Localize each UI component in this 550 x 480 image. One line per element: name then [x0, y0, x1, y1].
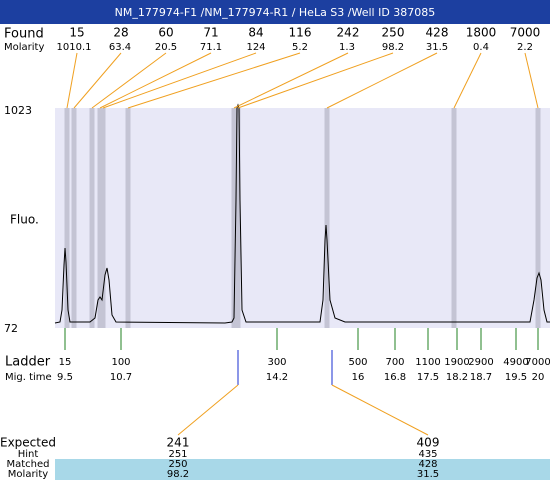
matched-highlight	[55, 459, 550, 480]
mig-time: 18.7	[470, 372, 492, 383]
found-size: 28	[113, 26, 128, 40]
molarity-value: 20.5	[155, 42, 177, 53]
molarity-label: Molarity	[4, 42, 44, 53]
result-value: 241	[167, 436, 190, 450]
connector	[91, 52, 167, 109]
molarity-value: 5.2	[292, 42, 308, 53]
connector	[453, 52, 482, 109]
fluorescence-trace	[54, 103, 550, 324]
peak-band	[231, 108, 237, 328]
peak-band	[89, 108, 95, 328]
result-value: 31.5	[417, 469, 439, 480]
ladder-size: 1900	[444, 357, 469, 368]
peak-band	[100, 108, 106, 328]
mig-time: 20	[532, 372, 545, 383]
ladder-size: 100	[111, 357, 130, 368]
ladder-size: 7000	[525, 357, 550, 368]
mig-time: 10.7	[110, 372, 132, 383]
connector	[66, 52, 78, 109]
ladder-size: 2900	[468, 357, 493, 368]
molarity-value: 98.2	[382, 42, 404, 53]
peak-band	[451, 108, 457, 328]
found-size: 60	[158, 26, 173, 40]
molarity-value: 71.1	[200, 42, 222, 53]
ladder-size: 300	[267, 357, 286, 368]
header-title: NM_177974-F1 /NM_177974-R1 / HeLa S3 /We…	[115, 6, 436, 19]
connector	[233, 52, 349, 109]
molarity-value: 31.5	[426, 42, 448, 53]
found-size: 71	[203, 26, 218, 40]
header-bar	[0, 0, 550, 24]
peak-band	[535, 108, 541, 328]
ladder-label: Ladder	[5, 355, 51, 370]
row-label: Hint	[18, 449, 39, 460]
connector	[127, 52, 301, 109]
connector	[177, 384, 239, 436]
peak-bands	[64, 108, 541, 328]
peak-band	[235, 108, 241, 328]
peak-band	[324, 108, 330, 328]
row-label: Expected	[0, 436, 56, 450]
found-size: 84	[248, 26, 263, 40]
row-label: Molarity	[8, 469, 48, 480]
ladder-size: 500	[348, 357, 367, 368]
mig-time: 16	[352, 372, 365, 383]
found-size: 15	[69, 26, 84, 40]
mig-time: 19.5	[505, 372, 527, 383]
mig-time: 14.2	[266, 372, 288, 383]
result-value: 250	[168, 459, 187, 470]
result-value: 98.2	[167, 469, 189, 480]
connector	[237, 52, 394, 109]
found-size: 428	[426, 26, 449, 40]
ladder-size: 700	[385, 357, 404, 368]
result-value: 409	[417, 436, 440, 450]
mig-time: 17.5	[417, 372, 439, 383]
peak-band	[97, 108, 103, 328]
molarity-value: 1.3	[339, 42, 355, 53]
found-size: 116	[289, 26, 312, 40]
peak-band	[71, 108, 77, 328]
found-size: 242	[337, 26, 360, 40]
molarity-value: 2.2	[517, 42, 533, 53]
found-size: 1800	[466, 26, 497, 40]
plot-area	[55, 108, 550, 328]
mig-time: 16.8	[384, 372, 406, 383]
connector	[326, 52, 438, 109]
connector	[524, 52, 539, 109]
connector	[331, 384, 429, 436]
molarity-value: 124	[246, 42, 265, 53]
y-bottom-label: 72	[4, 322, 18, 335]
result-value: 428	[418, 459, 437, 470]
peak-band	[64, 108, 70, 328]
result-value: 435	[418, 449, 437, 460]
y-top-label: 1023	[4, 104, 32, 117]
found-size: 250	[382, 26, 405, 40]
row-label: Matched	[6, 459, 49, 470]
mig-time: 9.5	[57, 372, 73, 383]
molarity-value: 1010.1	[57, 42, 92, 53]
found-size: 7000	[510, 26, 541, 40]
connector	[73, 52, 122, 109]
mig-time-label: Mig. time	[5, 372, 52, 383]
found-row: 15 1010.1 28 63.4 60 20.5 71 71.1 84 124 116 5.2 242…	[57, 26, 541, 109]
ladder-size: 15	[59, 357, 72, 368]
connector	[102, 52, 257, 109]
ladder-size: 4900	[503, 357, 528, 368]
connector	[99, 52, 212, 109]
peak-band	[125, 108, 131, 328]
result-value: 251	[168, 449, 187, 460]
mig-time: 18.2	[446, 372, 468, 383]
ladder-size: 1100	[415, 357, 440, 368]
found-label: Found	[4, 27, 44, 42]
ladder-row: 15 9.5 100 10.7 300 14.2 500 16 700 16.8 1100 17.5 1…	[57, 328, 550, 383]
molarity-value: 0.4	[473, 42, 489, 53]
y-axis-label: Fluo.	[10, 213, 39, 227]
molarity-value: 63.4	[109, 42, 131, 53]
